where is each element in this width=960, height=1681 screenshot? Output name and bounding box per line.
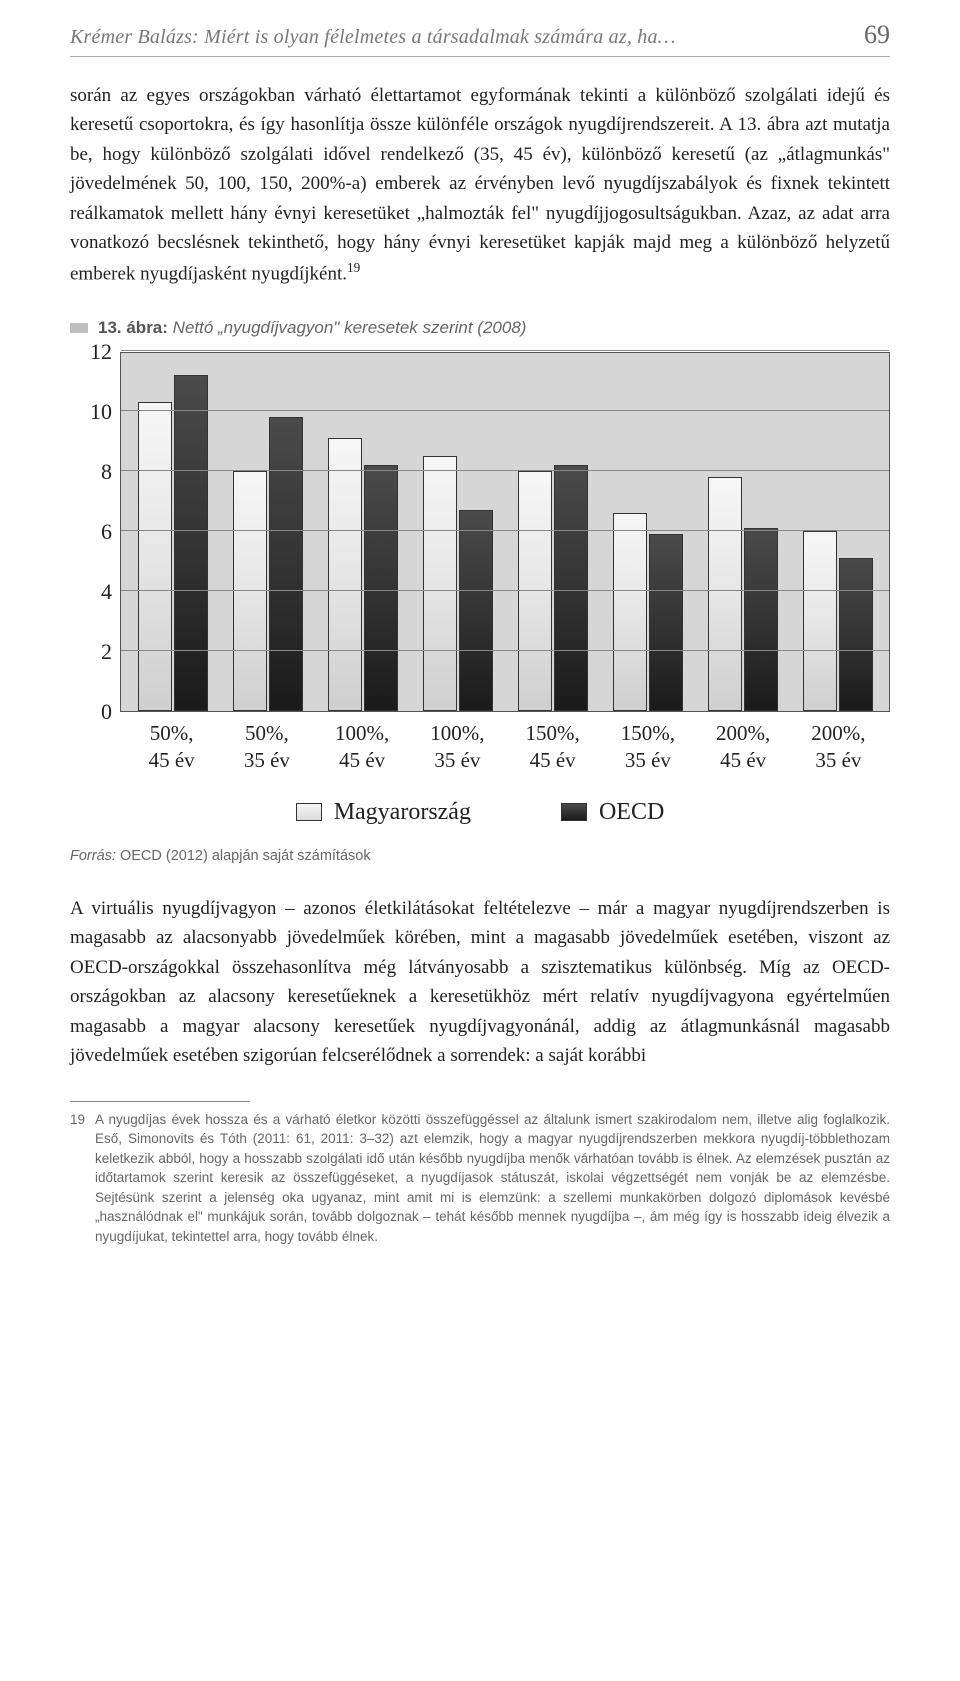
figure-caption: 13. ábra: Nettó „nyugdíjvagyon" keresete… bbox=[70, 318, 890, 338]
chart-bar bbox=[233, 471, 267, 711]
footnote-number: 19 bbox=[70, 1110, 85, 1247]
chart-x-label: 150%,35 év bbox=[608, 720, 688, 773]
legend-label: OECD bbox=[599, 799, 664, 826]
chart-gridline bbox=[121, 350, 889, 351]
chart-y-tick: 10 bbox=[90, 399, 112, 425]
source-lead: Forrás: bbox=[70, 848, 116, 864]
legend-swatch-icon bbox=[561, 803, 587, 821]
chart-bar bbox=[459, 510, 493, 711]
chart-bar bbox=[839, 558, 873, 711]
chart-y-tick: 2 bbox=[101, 639, 112, 665]
chart-bars bbox=[121, 353, 889, 711]
chart-bar bbox=[803, 531, 837, 711]
chart-container: 024681012 50%,45 év50%,35 év100%,45 év10… bbox=[70, 352, 890, 826]
chart-x-label: 50%,45 év bbox=[132, 720, 212, 773]
chart-bar bbox=[554, 465, 588, 711]
chart-bar bbox=[138, 402, 172, 711]
chart-y-tick: 12 bbox=[90, 339, 112, 365]
chart-plot-area bbox=[120, 352, 890, 712]
running-title: Krémer Balázs: Miért is olyan félelmetes… bbox=[70, 26, 676, 49]
chart-bar bbox=[649, 534, 683, 711]
chart-bar bbox=[423, 456, 457, 711]
chart-legend: Magyarország OECD bbox=[70, 799, 890, 826]
legend-label: Magyarország bbox=[334, 799, 471, 826]
chart-x-label: 50%,35 év bbox=[227, 720, 307, 773]
chart-gridline bbox=[121, 650, 889, 651]
chart-bar-group bbox=[513, 465, 593, 711]
chart-bar bbox=[328, 438, 362, 711]
paragraph-1-text: során az egyes országokban várható élett… bbox=[70, 85, 890, 284]
chart-x-label: 200%,35 év bbox=[798, 720, 878, 773]
chart-bar bbox=[708, 477, 742, 711]
chart-x-label: 100%,45 év bbox=[322, 720, 402, 773]
chart-bar bbox=[518, 471, 552, 711]
chart-bar bbox=[744, 528, 778, 711]
footnote-19: 19 A nyugdíjas évek hossza és a várható … bbox=[70, 1110, 890, 1247]
figure-caption-lead: 13. ábra: bbox=[98, 318, 168, 337]
caption-rule-icon bbox=[70, 323, 88, 333]
chart-x-label: 150%,45 év bbox=[513, 720, 593, 773]
chart-y-axis: 024681012 bbox=[70, 352, 120, 712]
chart-y-tick: 6 bbox=[101, 519, 112, 545]
legend-swatch-icon bbox=[296, 803, 322, 821]
chart-y-tick: 4 bbox=[101, 579, 112, 605]
chart-x-label: 100%,35 év bbox=[417, 720, 497, 773]
chart-bar-group bbox=[418, 456, 498, 711]
chart-legend-item: Magyarország bbox=[296, 799, 471, 826]
chart-bar bbox=[364, 465, 398, 711]
chart-bar-group bbox=[228, 417, 308, 711]
figure-source: Forrás: OECD (2012) alapján saját számít… bbox=[70, 848, 890, 864]
chart-bar bbox=[174, 375, 208, 711]
body-paragraph-2: A virtuális nyugdíjvagyon – azonos életk… bbox=[70, 894, 890, 1071]
chart-bar-group bbox=[133, 375, 213, 711]
chart-gridline bbox=[121, 590, 889, 591]
chart-bar bbox=[269, 417, 303, 711]
chart-y-tick: 8 bbox=[101, 459, 112, 485]
chart-bar-group bbox=[608, 513, 688, 711]
chart-bar bbox=[613, 513, 647, 711]
page-number: 69 bbox=[864, 20, 890, 50]
chart-y-tick: 0 bbox=[101, 699, 112, 725]
figure-caption-text: Nettó „nyugdíjvagyon" keresetek szerint … bbox=[168, 318, 527, 337]
chart-bar-group bbox=[323, 438, 403, 711]
footnote-text: A nyugdíjas évek hossza és a várható éle… bbox=[95, 1110, 890, 1247]
footnote-rule bbox=[70, 1101, 250, 1102]
chart-x-label: 200%,45 év bbox=[703, 720, 783, 773]
chart-bar-group bbox=[798, 531, 878, 711]
running-header: Krémer Balázs: Miért is olyan félelmetes… bbox=[70, 0, 890, 57]
chart-legend-item: OECD bbox=[561, 799, 664, 826]
chart-gridline bbox=[121, 530, 889, 531]
chart-bar-group bbox=[703, 477, 783, 711]
chart-gridline bbox=[121, 470, 889, 471]
chart-x-labels: 50%,45 év 50%,35 év 100%,45 év 100%,35 év 15… bbox=[120, 712, 890, 773]
footnote-ref-19: 19 bbox=[347, 260, 360, 275]
body-paragraph-1: során az egyes országokban várható élett… bbox=[70, 81, 890, 288]
source-text: OECD (2012) alapján saját számítások bbox=[116, 848, 371, 864]
chart-gridline bbox=[121, 410, 889, 411]
